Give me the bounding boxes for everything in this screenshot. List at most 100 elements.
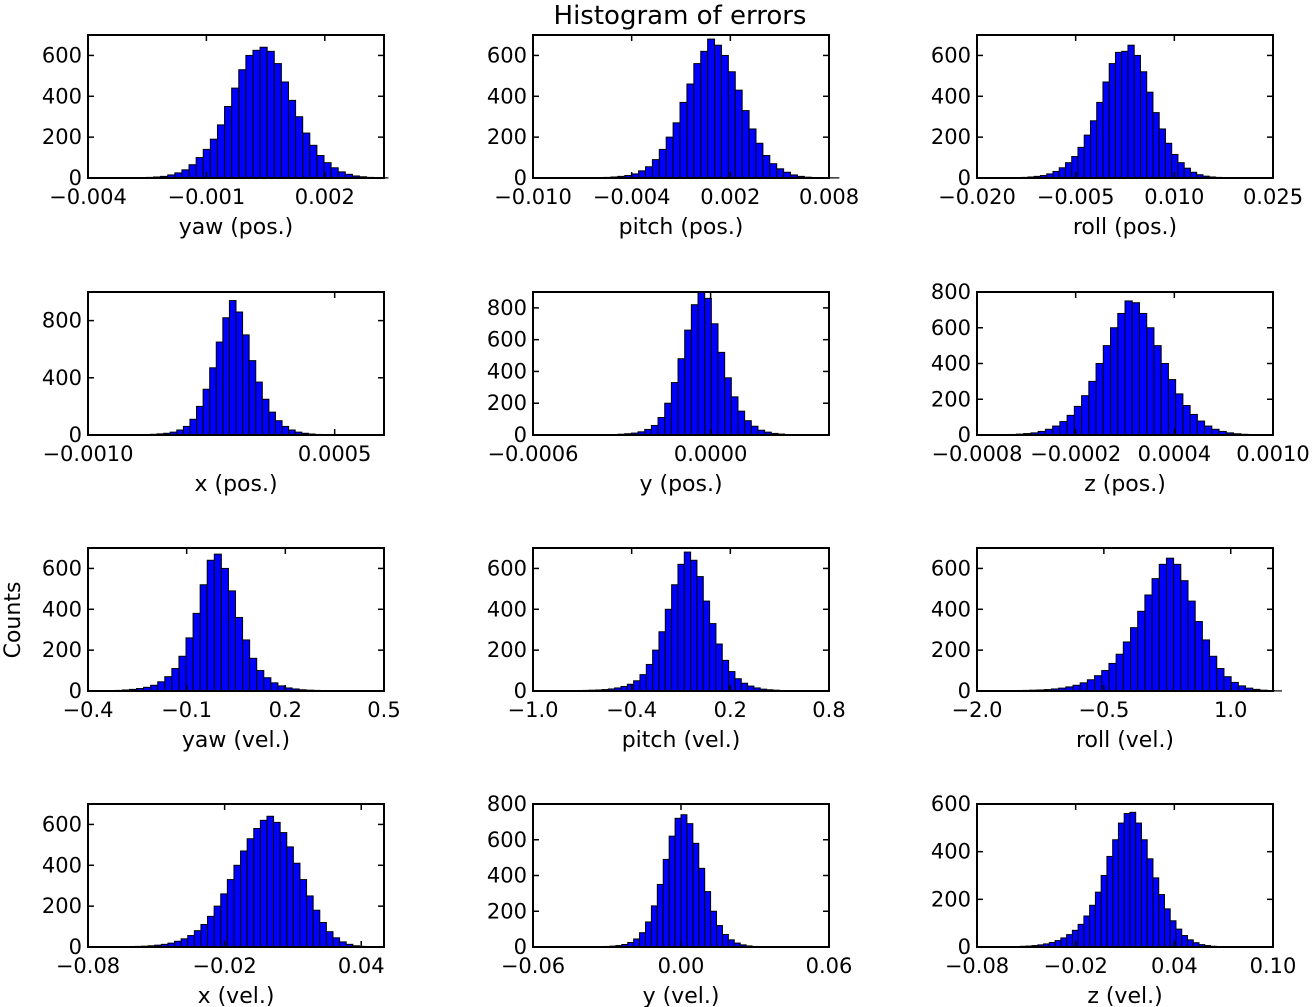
histogram-bar xyxy=(157,681,166,692)
histogram-bar xyxy=(1167,379,1177,436)
histogram-bar xyxy=(1095,363,1104,436)
x-tick-label: −0.02 xyxy=(1043,954,1107,978)
histogram-bar xyxy=(1180,580,1189,692)
y-tick-label: 200 xyxy=(42,125,82,149)
histogram-bar xyxy=(1151,578,1160,692)
histogram-bar xyxy=(1163,908,1171,948)
histogram-bar xyxy=(1124,300,1133,436)
histogram-bar xyxy=(1088,380,1097,436)
histogram-bar xyxy=(235,616,244,692)
histogram-bar xyxy=(652,649,660,692)
y-tick-label: 200 xyxy=(487,125,527,149)
x-axis-label: y (vel.) xyxy=(643,984,720,1007)
histogram-bar xyxy=(286,846,294,948)
histogram-bar xyxy=(1066,414,1075,436)
histogram-bar xyxy=(215,341,224,436)
histogram-bar xyxy=(707,38,716,179)
x-axis-label: x (vel.) xyxy=(198,984,275,1007)
histogram-bar xyxy=(1089,120,1098,179)
axes-frame xyxy=(976,803,1274,948)
histogram-bar xyxy=(1146,327,1155,436)
histogram-bar xyxy=(1077,146,1085,179)
x-tick-label: −0.005 xyxy=(1037,185,1115,209)
histogram-bar xyxy=(1139,71,1148,179)
histogram-bar xyxy=(696,576,704,692)
y-tick-label: 400 xyxy=(487,84,527,108)
histogram-bar xyxy=(273,63,282,179)
x-tick-label: 0.04 xyxy=(1151,954,1198,978)
histogram-bar xyxy=(1077,923,1085,948)
histogram-bar xyxy=(1146,91,1154,179)
histogram-bar xyxy=(1117,312,1126,436)
subplot-9: 0 200 400 600 −2.0 −0.5 1.0 roll (vel.) xyxy=(931,547,1282,753)
histogram-bar xyxy=(1175,393,1184,436)
histogram-bar xyxy=(302,132,311,179)
histogram-bar xyxy=(1146,858,1154,948)
histogram-bar xyxy=(224,106,233,179)
axes-frame xyxy=(976,547,1274,692)
axes-frame xyxy=(532,291,830,436)
histogram-bars xyxy=(979,300,1271,436)
x-axis-label: pitch (pos.) xyxy=(619,215,744,240)
histogram-bar xyxy=(1177,162,1185,179)
histogram-bar xyxy=(662,858,670,948)
histogram-bar xyxy=(319,921,327,948)
histogram-bar xyxy=(325,931,334,948)
histogram-bar xyxy=(677,358,686,436)
x-tick-label: −0.001 xyxy=(168,185,246,209)
x-tick-label: 0.04 xyxy=(338,954,385,978)
histogram-bar xyxy=(656,883,664,948)
histogram-bar xyxy=(1189,413,1198,436)
histogram-bar xyxy=(1175,928,1183,948)
histogram-bar xyxy=(228,300,237,436)
histogram-bar xyxy=(1165,557,1175,692)
histogram-bar xyxy=(180,938,189,948)
histogram-bar xyxy=(266,50,275,179)
y-tick-label: 400 xyxy=(42,853,82,877)
histogram-bar xyxy=(724,377,732,436)
histogram-bar xyxy=(721,659,730,692)
histogram-bar xyxy=(690,559,698,692)
histogram-bar xyxy=(664,402,672,436)
histogram-bar xyxy=(1101,670,1110,692)
x-tick-label: 0.2 xyxy=(714,698,747,722)
histogram-bar xyxy=(263,677,272,692)
histogram-bar xyxy=(1117,822,1125,948)
histogram-bar xyxy=(1194,621,1203,692)
histogram-bar xyxy=(195,157,204,179)
x-tick-label: 0.00 xyxy=(658,954,705,978)
histogram-bar xyxy=(1121,50,1129,179)
figure-ylabel: Counts xyxy=(1,582,26,659)
histogram-bar xyxy=(1169,920,1177,948)
histogram-bar xyxy=(1131,302,1140,436)
histogram-bar xyxy=(299,879,308,948)
y-tick-label: 600 xyxy=(931,792,971,816)
x-axis-label: yaw (vel.) xyxy=(182,728,290,753)
histogram-bar xyxy=(651,159,660,179)
histogram-bar xyxy=(196,405,204,436)
histogram-bar xyxy=(164,676,173,692)
histogram-bar xyxy=(674,817,682,948)
x-tick-label: −0.08 xyxy=(56,954,120,978)
y-tick-label: 200 xyxy=(42,894,82,918)
histogram-bar xyxy=(702,600,711,692)
histogram-bar xyxy=(1209,655,1218,692)
histogram-bar xyxy=(679,101,688,179)
histogram-bar xyxy=(1083,915,1091,948)
histogram-bar xyxy=(633,680,641,692)
axes-frame xyxy=(532,547,830,692)
histogram-bar xyxy=(1158,894,1165,948)
histogram-bar xyxy=(199,584,208,692)
histogram-bar xyxy=(710,910,718,948)
y-tick-label: 800 xyxy=(42,309,82,333)
histogram-bar xyxy=(1196,420,1206,436)
y-tick-label: 400 xyxy=(487,864,527,888)
x-tick-label: 0.06 xyxy=(806,954,853,978)
histogram-bar xyxy=(1089,904,1096,948)
subplot-4: 0 400 800 −0.0010 0.0005 x (pos.) xyxy=(42,291,385,497)
histogram-bar xyxy=(704,891,712,948)
histogram-bar xyxy=(1060,937,1068,948)
y-tick-label: 200 xyxy=(931,638,971,662)
